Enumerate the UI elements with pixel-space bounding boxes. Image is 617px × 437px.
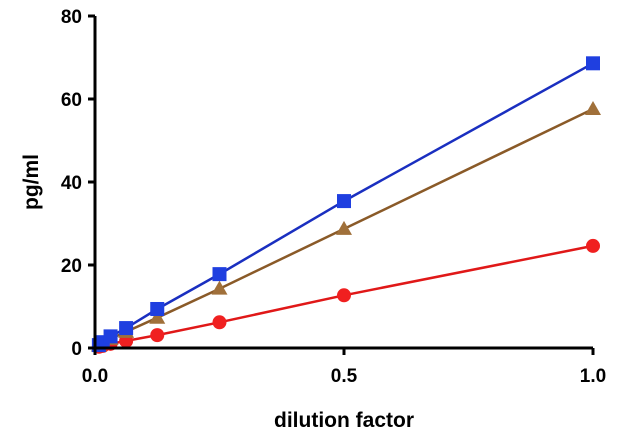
data-point bbox=[150, 328, 165, 343]
y-tick-label: 80 bbox=[61, 7, 82, 28]
data-point bbox=[103, 329, 118, 344]
series-circle bbox=[91, 238, 600, 354]
y-tick-label: 20 bbox=[61, 256, 82, 277]
y-axis-title: pg/ml bbox=[20, 154, 43, 210]
data-point bbox=[119, 321, 134, 336]
data-point bbox=[585, 100, 601, 115]
data-point bbox=[149, 309, 166, 324]
x-tick-label: 1.0 bbox=[580, 366, 606, 387]
x-axis-title: dilution factor bbox=[274, 409, 414, 432]
ticks-layer: 0 20 40 60 80 0.0 0.5 1.0 bbox=[61, 7, 606, 387]
data-point bbox=[212, 267, 227, 282]
data-point bbox=[212, 315, 227, 330]
data-point bbox=[586, 56, 600, 71]
y-tick-label: 0 bbox=[71, 339, 82, 360]
y-tick-label: 40 bbox=[61, 173, 82, 194]
data-point bbox=[337, 288, 351, 303]
y-tick-label: 60 bbox=[61, 90, 82, 111]
data-point bbox=[211, 280, 228, 295]
x-tick-label: 0.5 bbox=[331, 366, 358, 387]
series-triangle bbox=[90, 100, 601, 352]
x-tick-label: 0.0 bbox=[82, 366, 108, 387]
data-point bbox=[336, 220, 352, 235]
series-layer bbox=[90, 56, 601, 354]
data-point bbox=[586, 238, 600, 253]
series-square bbox=[91, 56, 600, 353]
data-point bbox=[150, 301, 165, 316]
data-point bbox=[337, 194, 351, 209]
